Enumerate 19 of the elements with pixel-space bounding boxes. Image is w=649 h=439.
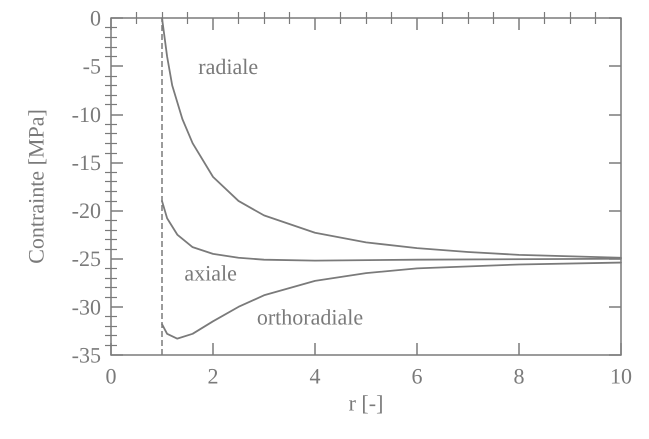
series-label: orthoradiale (256, 304, 364, 330)
x-tick-label: 0 (106, 364, 116, 388)
x-axis-title: r [-] (348, 390, 384, 416)
x-tick-label: 8 (514, 364, 524, 388)
x-tick-label: 2 (208, 364, 218, 388)
legend-label: radiale (198, 54, 258, 79)
y-axis-title: Contrainte [MPa] (24, 109, 48, 264)
y-tick-label: -15 (72, 150, 101, 175)
series-label: axiale (184, 260, 237, 286)
x-tick-label: 6 (412, 364, 422, 388)
y-tick-label: -30 (72, 294, 101, 320)
y-tick-label: -5 (82, 54, 101, 79)
y-tick-label: -20 (72, 198, 101, 224)
y-tick-label: -25 (72, 246, 101, 272)
y-tick-label: -10 (72, 102, 101, 127)
x-tick-label: 4 (310, 364, 320, 388)
x-tick-label: 10 (610, 364, 632, 388)
y-tick-label: -35 (72, 342, 101, 368)
y-tick-label: 0 (90, 6, 101, 30)
